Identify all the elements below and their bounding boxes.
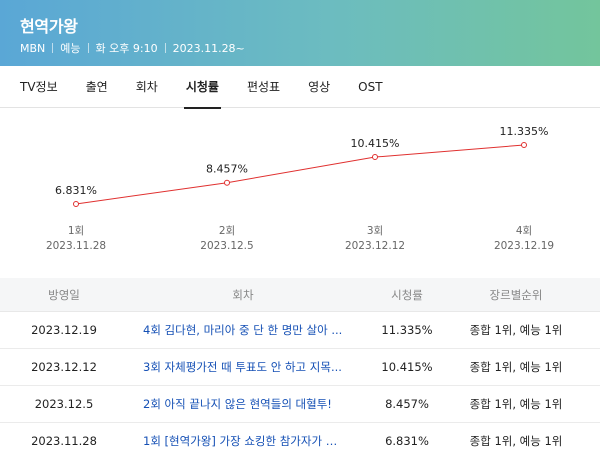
episode-tick-label: 4회 bbox=[516, 225, 532, 237]
header-episode: 회차 bbox=[232, 288, 254, 302]
program-title: 현역가왕 bbox=[20, 17, 78, 36]
rating-cell: 8.457% bbox=[385, 397, 429, 411]
episode-link[interactable]: 3회 자체평가전 때 투표도 안 하고 지목... bbox=[143, 360, 342, 374]
rank-cell: 종합 1위, 예능 1위 bbox=[469, 360, 563, 374]
meta-divider bbox=[164, 43, 166, 53]
air-date-cell: 2023.12.5 bbox=[34, 397, 94, 411]
rating-cell: 10.415% bbox=[381, 360, 433, 374]
date-tick-label: 2023.12.12 bbox=[345, 240, 405, 252]
table-row: 2023.11.28 1회 [현역가왕] 가장 쇼킹한 참가자가 떴... 6.… bbox=[0, 423, 600, 458]
rating-cell: 6.831% bbox=[385, 434, 429, 448]
episode-tick-label: 1회 bbox=[68, 225, 84, 237]
episode-tick-label: 3회 bbox=[367, 225, 383, 237]
episode-link[interactable]: 2회 아직 끝나지 않은 현역들의 대혈투! bbox=[143, 397, 332, 411]
meta-divider bbox=[87, 43, 89, 53]
date-tick-label: 2023.12.5 bbox=[200, 240, 253, 252]
date-tick-label: 2023.11.28 bbox=[46, 240, 106, 252]
tab-ost[interactable]: OST bbox=[358, 80, 383, 94]
rank-cell: 종합 1위, 예능 1위 bbox=[469, 323, 563, 337]
program-meta: MBN 예능 화 오후 9:10 2023.11.28~ bbox=[20, 40, 245, 56]
rating-point[interactable] bbox=[521, 142, 527, 148]
table-row: 2023.12.5 2회 아직 끝나지 않은 현역들의 대혈투! 8.457% … bbox=[0, 386, 600, 423]
tab-episodes[interactable]: 회차 bbox=[135, 80, 158, 94]
header-genre-rank: 장르별순위 bbox=[489, 288, 543, 302]
start-date-label: 2023.11.28~ bbox=[172, 41, 245, 55]
rank-cell: 종합 1위, 예능 1위 bbox=[469, 434, 563, 448]
channel-name: MBN bbox=[20, 41, 46, 55]
air-date-cell: 2023.12.12 bbox=[31, 360, 97, 374]
air-date-cell: 2023.12.19 bbox=[31, 323, 97, 337]
rating-value-label: 8.457% bbox=[206, 163, 248, 176]
ratings-table-header: 방영일 회차 시청률 장르별순위 bbox=[0, 278, 600, 312]
rating-value-label: 10.415% bbox=[351, 137, 400, 150]
episode-link[interactable]: 1회 [현역가왕] 가장 쇼킹한 참가자가 떴... bbox=[143, 434, 343, 448]
table-row: 2023.12.12 3회 자체평가전 때 투표도 안 하고 지목... 10.… bbox=[0, 349, 600, 386]
episode-link[interactable]: 4회 김다현, 마리아 중 단 한 명만 살아 ... bbox=[143, 323, 343, 337]
table-row: 2023.12.19 4회 김다현, 마리아 중 단 한 명만 살아 ... 1… bbox=[0, 312, 600, 349]
meta-divider bbox=[52, 43, 54, 53]
rating-cell: 11.335% bbox=[381, 323, 433, 337]
tab-cast[interactable]: 출연 bbox=[85, 80, 108, 94]
date-tick-label: 2023.12.19 bbox=[494, 240, 554, 252]
tab-tv-info[interactable]: TV정보 bbox=[20, 80, 58, 94]
ratings-series-line bbox=[75, 144, 525, 205]
episode-tick-label: 2회 bbox=[219, 225, 235, 237]
rating-point[interactable] bbox=[224, 179, 230, 186]
header-rating: 시청률 bbox=[391, 288, 423, 302]
ratings-line-chart: 6.831% 1회 2023.11.28 8.457% 2회 2023.12.5 10.41… bbox=[46, 125, 554, 252]
tab-schedule[interactable]: 편성표 bbox=[246, 80, 281, 94]
rating-point[interactable] bbox=[73, 201, 79, 207]
rank-cell: 종합 1위, 예능 1위 bbox=[469, 397, 563, 411]
tab-bar: TV정보 출연 회차 시청률 편성표 영상 OST bbox=[0, 66, 600, 109]
schedule-label: 화 오후 9:10 bbox=[95, 42, 158, 55]
rating-value-label: 6.831% bbox=[55, 184, 97, 197]
tab-ratings[interactable]: 시청률 bbox=[172, 66, 233, 109]
rating-value-label: 11.335% bbox=[500, 125, 549, 138]
air-date-cell: 2023.11.28 bbox=[31, 434, 97, 448]
rating-point[interactable] bbox=[372, 154, 378, 161]
header-air-date: 방영일 bbox=[48, 288, 80, 302]
tab-videos[interactable]: 영상 bbox=[308, 80, 331, 94]
genre-label: 예능 bbox=[60, 42, 81, 55]
ratings-chart: 6.831% 1회 2023.11.28 8.457% 2회 2023.12.5 10.41… bbox=[0, 108, 600, 268]
program-header: 현역가왕 MBN 예능 화 오후 9:10 2023.11.28~ bbox=[0, 0, 600, 66]
